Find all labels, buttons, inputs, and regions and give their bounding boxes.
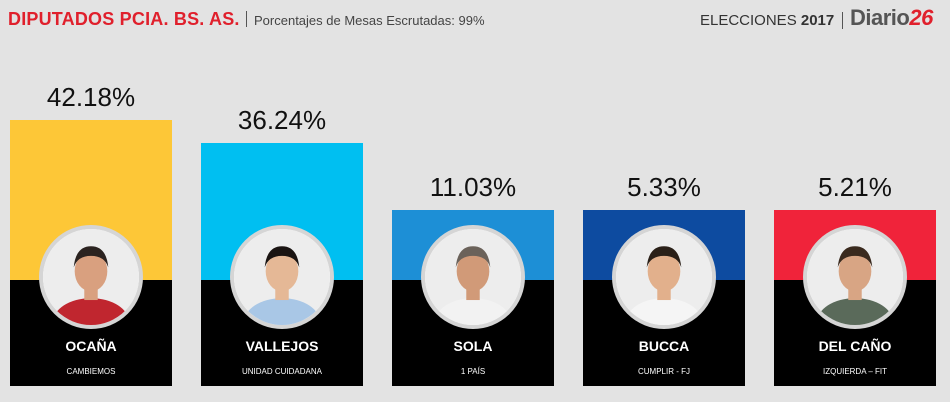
header: DIPUTADOS PCIA. BS. AS. Porcentajes de M… [0, 0, 950, 40]
candidate-photo [230, 225, 334, 329]
candidate-name: SOLA [453, 338, 493, 354]
percentage-label: 5.21% [818, 172, 892, 202]
page-title: DIPUTADOS PCIA. BS. AS. [8, 9, 240, 29]
brand-logo-text: Diario [850, 5, 910, 30]
bar-1: 42.18% OCAÑA CAMBIEMOS [10, 0, 172, 402]
candidate-photo [39, 225, 143, 329]
title-divider [246, 11, 247, 27]
bar-2: 36.24% VALLEJOS UNIDAD CUIDADANA [201, 0, 363, 402]
party-name: 1 PAÍS [460, 367, 486, 376]
percentage-label: 42.18% [46, 82, 136, 112]
party-name: UNIDAD CUIDADANA [241, 367, 322, 376]
elections-text: ELECCIONES [700, 12, 797, 29]
party-name: IZQUIERDA – FIT [822, 367, 887, 376]
candidate-name: OCAÑA [65, 338, 117, 354]
percentage-label: 36.24% [237, 104, 327, 135]
brand-logo: Diario26 [850, 5, 933, 31]
elections-label: ELECCIONES 2017 [700, 12, 834, 29]
bar-4: 5.33% BUCCA CUMPLIR - FJ [583, 0, 745, 402]
bar-5: 5.21% DEL CAÑO IZQUIERDA – FIT [774, 0, 936, 402]
brand-divider [842, 12, 843, 29]
bar-3: 11.03% SOLA 1 PAÍS [392, 0, 554, 402]
scrutiny-subtitle: Porcentajes de Mesas Escrutadas: 99% [254, 13, 485, 28]
brand-logo-number: 26 [909, 5, 933, 30]
percentage-label: 5.33% [627, 172, 701, 202]
candidate-photo [803, 225, 907, 329]
party-name: CAMBIEMOS [66, 367, 116, 376]
candidate-name: DEL CAÑO [818, 338, 892, 354]
percentage-label: 11.03% [429, 172, 517, 202]
party-name: CUMPLIR - FJ [638, 367, 690, 376]
candidate-photo [612, 225, 716, 329]
candidate-name: BUCCA [638, 338, 690, 354]
elections-year: 2017 [800, 12, 835, 29]
candidate-name: VALLEJOS [245, 338, 319, 354]
candidate-photo [421, 225, 525, 329]
